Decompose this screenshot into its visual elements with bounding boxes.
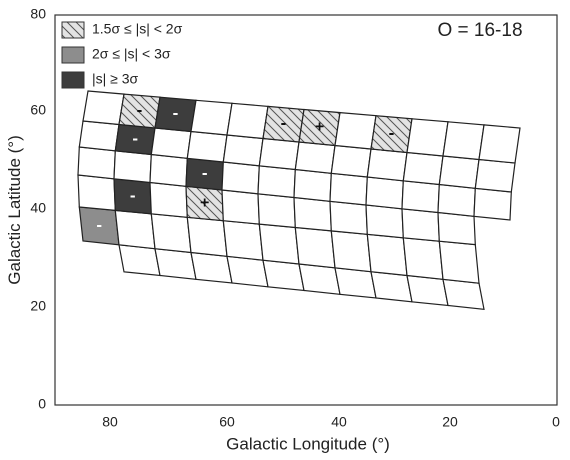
cell <box>190 99 233 136</box>
x-axis: 80 60 40 20 0 Galactic Longitude (°) <box>102 414 560 454</box>
x-tick-label: 40 <box>331 414 347 430</box>
cell <box>118 244 161 277</box>
cell <box>442 121 485 161</box>
cell <box>82 90 125 126</box>
cell <box>186 216 228 257</box>
legend-label: |s| ≥ 3σ <box>92 71 139 87</box>
cell <box>258 223 300 265</box>
minus-sign-label: - <box>132 129 138 148</box>
cell <box>149 153 188 187</box>
x-axis-label: Galactic Longitude (°) <box>226 434 390 453</box>
cell <box>293 168 332 202</box>
y-tick-label: 0 <box>38 396 46 412</box>
cell <box>186 130 228 163</box>
minus-sign-label: - <box>281 114 287 133</box>
minus-sign-label: - <box>202 164 208 183</box>
cell <box>222 134 264 167</box>
cell <box>262 259 305 292</box>
cell <box>257 165 296 199</box>
cell <box>114 209 156 250</box>
cell <box>365 204 404 239</box>
cell <box>330 230 372 273</box>
legend-label: 2σ ≤ |s| < 3σ <box>92 46 171 62</box>
cell <box>334 111 377 150</box>
cell <box>294 141 336 174</box>
annotation-label: O = 16-18 <box>437 20 522 41</box>
cell <box>438 155 480 189</box>
cell <box>474 158 516 193</box>
legend-swatch-hatched <box>61 21 85 39</box>
cell <box>150 127 192 159</box>
cell <box>226 102 269 140</box>
cell <box>330 144 372 178</box>
minus-sign-label: - <box>173 104 179 123</box>
legend-swatch-medium <box>61 46 85 64</box>
cell <box>401 180 440 214</box>
cell <box>149 181 188 218</box>
cell <box>366 233 408 277</box>
cell <box>437 183 476 217</box>
minus-sign-label: - <box>96 215 102 234</box>
cell <box>401 208 440 242</box>
cell <box>370 271 413 303</box>
cell <box>329 200 368 235</box>
cell <box>222 220 264 261</box>
cell <box>258 137 300 171</box>
cell <box>78 120 120 152</box>
plot-frame <box>54 14 558 406</box>
cell <box>366 148 408 182</box>
legend-swatch-dark <box>61 71 85 89</box>
cell <box>154 248 197 280</box>
minus-sign-label: - <box>137 100 143 119</box>
minus-sign-label: - <box>130 186 136 205</box>
cell <box>442 278 485 310</box>
y-tick-label: 40 <box>30 200 46 216</box>
cell <box>438 240 480 284</box>
minus-sign-label: - <box>389 123 395 142</box>
x-tick-label: 60 <box>219 414 235 430</box>
cell <box>478 124 521 164</box>
cell <box>473 187 512 221</box>
cell <box>226 255 269 288</box>
cell <box>293 196 332 232</box>
cell <box>437 211 476 246</box>
y-tick-label: 80 <box>30 6 46 22</box>
cell <box>190 251 233 284</box>
cell <box>406 274 449 307</box>
y-tick-label: 20 <box>30 298 46 314</box>
y-axis-label: Galactic Latitude (°) <box>5 135 24 284</box>
plus-sign-label: + <box>315 119 324 136</box>
plus-sign-label: + <box>200 195 209 212</box>
cells-layer: - - + - - - - - + - <box>77 90 521 310</box>
cell <box>298 263 341 295</box>
cell <box>402 151 444 186</box>
cell <box>77 174 116 212</box>
cell <box>257 193 296 229</box>
cell <box>402 237 444 280</box>
cell <box>294 226 336 269</box>
x-tick-label: 80 <box>102 414 118 430</box>
y-axis: 0 20 40 60 80 Galactic Latitude (°) <box>5 6 46 412</box>
cell <box>334 267 377 299</box>
cell <box>113 150 152 184</box>
x-tick-label: 0 <box>552 414 560 430</box>
cell <box>329 172 368 206</box>
cell <box>221 161 260 195</box>
legend-label: 1.5σ ≤ |s| < 2σ <box>92 21 183 37</box>
legend: 1.5σ ≤ |s| < 2σ 2σ ≤ |s| < 3σ |s| ≥ 3σ <box>61 21 183 89</box>
cell <box>406 118 449 157</box>
y-tick-label: 60 <box>30 102 46 118</box>
cell <box>77 146 116 180</box>
cell <box>150 213 192 254</box>
cell <box>365 176 404 210</box>
cell <box>221 189 260 225</box>
x-tick-label: 20 <box>442 414 458 430</box>
